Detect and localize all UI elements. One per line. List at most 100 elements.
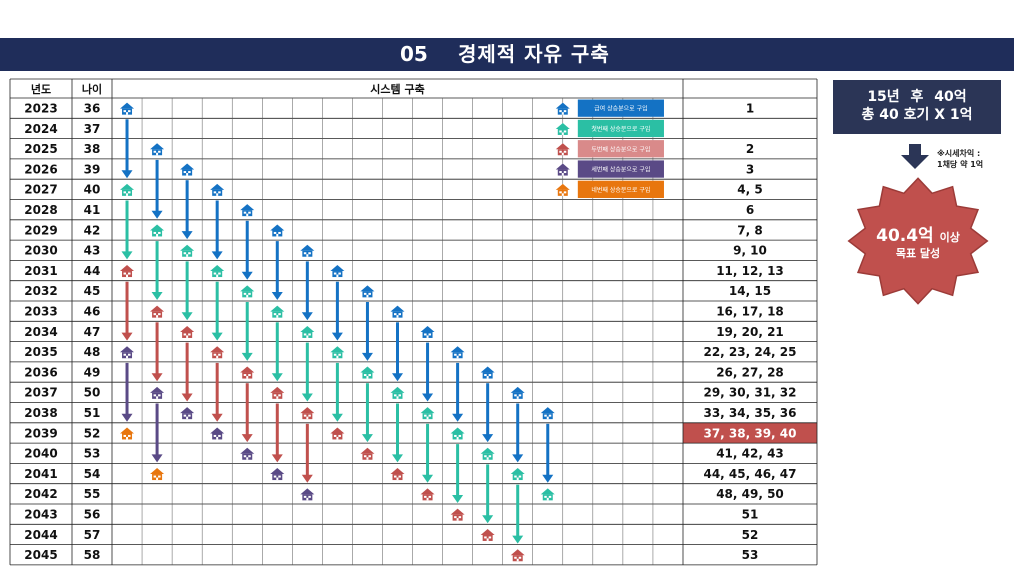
year-cell: 2039 <box>24 426 57 440</box>
year-cell: 2033 <box>24 305 57 319</box>
house-icon <box>420 325 435 338</box>
house-count-cell: 9, 10 <box>733 244 767 258</box>
house-count-cell: 19, 20, 21 <box>716 325 784 339</box>
down-arrow <box>241 220 253 280</box>
house-icon <box>480 528 495 541</box>
year-cell: 2028 <box>24 203 57 217</box>
legend-house-icon <box>555 183 570 196</box>
col-system-header: 시스템 구축 <box>370 82 424 96</box>
house-icon <box>420 488 435 501</box>
age-cell: 45 <box>84 284 101 298</box>
legend-house-icon <box>555 163 570 176</box>
down-arrow <box>121 200 133 260</box>
house-icon <box>360 447 375 460</box>
house-icon <box>150 386 165 399</box>
legend-swatch <box>577 180 664 198</box>
house-icon <box>210 265 225 278</box>
house-icon <box>270 305 285 318</box>
year-cell: 2037 <box>24 386 57 400</box>
house-icon <box>240 447 255 460</box>
house-count-cell: 41, 42, 43 <box>716 447 784 461</box>
year-cell: 2030 <box>24 244 57 258</box>
house-icon <box>360 285 375 298</box>
house-icon <box>390 468 405 481</box>
year-cell: 2040 <box>24 447 57 461</box>
house-icon <box>450 346 465 359</box>
down-arrow <box>211 200 223 260</box>
down-arrow <box>452 444 464 503</box>
house-count-cell: 29, 30, 31, 32 <box>703 386 796 400</box>
summary-line1: 15년 후 40억 <box>867 89 967 105</box>
down-arrow <box>482 464 494 524</box>
house-icon <box>210 346 225 359</box>
house-count-cell: 22, 23, 24, 25 <box>703 345 796 359</box>
down-arrow <box>361 383 373 443</box>
year-cell: 2031 <box>24 264 57 278</box>
legend-label: 두번째 상승분으로 구입 <box>591 145 650 153</box>
down-arrow <box>271 322 283 382</box>
age-cell: 50 <box>84 386 101 400</box>
house-count-cell: 53 <box>742 548 759 562</box>
goal-badge: 40.4억 이상 목표 달성 <box>840 174 996 308</box>
legend-swatch <box>577 99 664 117</box>
house-icon <box>300 488 315 501</box>
year-cell: 2023 <box>24 102 57 116</box>
house-icon <box>390 305 405 318</box>
down-arrow <box>241 383 253 443</box>
age-cell: 42 <box>84 223 101 237</box>
age-cell: 39 <box>84 162 101 176</box>
age-cell: 53 <box>84 447 101 461</box>
house-icon <box>510 549 525 562</box>
house-icon <box>150 224 165 237</box>
house-icon <box>240 366 255 379</box>
house-icon <box>240 204 255 217</box>
house-icon <box>120 265 135 278</box>
house-icon <box>510 386 525 399</box>
summary-line2: 총 40 호기 X 1억 <box>861 107 973 123</box>
year-cell: 2025 <box>24 142 57 156</box>
down-arrow <box>301 342 313 402</box>
age-cell: 47 <box>84 325 101 339</box>
house-icon <box>360 366 375 379</box>
house-count-cell: 16, 17, 18 <box>716 305 784 319</box>
age-cell: 57 <box>84 528 101 542</box>
down-arrow <box>121 119 133 179</box>
house-icon <box>180 163 195 176</box>
house-icon <box>210 427 225 440</box>
house-icon <box>480 447 495 460</box>
age-cell: 49 <box>84 365 101 379</box>
legend-swatch <box>577 119 664 138</box>
age-cell: 58 <box>84 548 101 562</box>
house-icon <box>120 346 135 359</box>
note-line1: ※시세차익 : <box>937 149 981 158</box>
down-arrow <box>512 484 524 544</box>
year-cell: 2035 <box>24 345 57 359</box>
header-bar: 05 경제적 자유 구축 <box>0 38 1014 71</box>
down-arrow <box>121 281 133 341</box>
house-icon <box>300 407 315 420</box>
down-arrow <box>542 423 554 483</box>
house-icon <box>420 407 435 420</box>
year-cell: 2024 <box>24 122 57 136</box>
house-count-cell: 6 <box>746 203 754 217</box>
house-icon <box>450 427 465 440</box>
house-icon <box>180 325 195 338</box>
house-icon <box>270 224 285 237</box>
age-cell: 37 <box>84 122 101 136</box>
year-cell: 2034 <box>24 325 57 339</box>
house-icon <box>300 244 315 257</box>
star-burst-icon <box>847 177 989 305</box>
year-cell: 2036 <box>24 365 57 379</box>
grid-lines <box>9 78 818 566</box>
age-cell: 48 <box>84 345 101 359</box>
house-icon <box>150 468 165 481</box>
house-icon <box>120 183 135 196</box>
down-arrow <box>331 281 343 341</box>
year-cell: 2044 <box>24 528 57 542</box>
down-arrow <box>181 180 193 240</box>
goal-main: 40.4억 <box>876 226 934 246</box>
section-number: 05 <box>400 42 428 66</box>
house-icon <box>540 407 555 420</box>
house-icon <box>210 183 225 196</box>
house-icon <box>330 427 345 440</box>
